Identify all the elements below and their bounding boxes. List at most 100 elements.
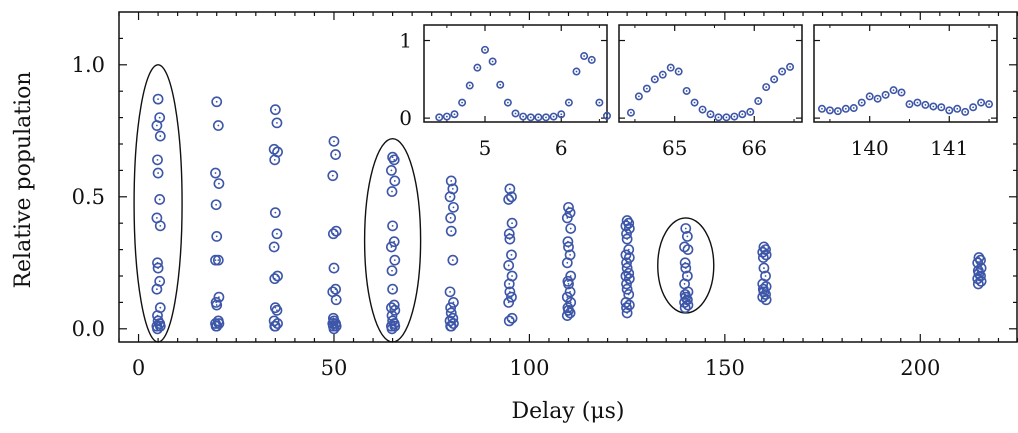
inset-data-point [642,84,651,93]
data-point [680,223,692,234]
data-point [760,294,772,306]
data-point [271,117,283,129]
inset-data-point [634,92,643,101]
inset-data-point [714,113,723,122]
data-point [269,154,281,166]
data-point [211,320,223,332]
inset-3: 140 141 [813,24,998,160]
inset-data-point [549,112,558,121]
data-point [758,262,770,274]
inset-data-point [865,92,874,101]
data-point [444,286,456,298]
data-point [503,315,515,327]
data-point [389,175,401,187]
data-point [154,194,166,205]
inset-x-tick-label: 6 [555,136,568,160]
data-point [444,191,456,203]
data-point [565,223,577,234]
x-axis-title: Delay (μs) [512,399,625,424]
data-point [151,283,163,295]
inset-2: 65 66 [618,24,803,160]
data-point [386,241,397,253]
inset-x-tick-label: 140 [851,136,889,160]
inset-data-point [442,112,451,121]
inset-data-point [488,57,497,66]
inset-x-tick-label: 66 [742,136,767,160]
inset-data-point [674,67,683,76]
data-point [387,220,399,232]
data-point [269,320,281,332]
inset-data-point [953,104,962,113]
data-point [679,302,691,314]
inset-data-point [770,75,779,84]
data-point [386,164,397,176]
inset-data-point [905,100,914,109]
data-point [271,228,283,240]
inset-x-tick-label: 5 [479,136,492,160]
data-point [504,233,516,245]
inset-data-point [706,110,715,119]
inset-data-point [889,86,898,95]
data-point [213,178,225,189]
data-point [503,278,515,290]
inset-data-point [849,104,858,113]
x-tick-label: 100 [509,356,549,380]
data-point [757,252,769,263]
data-point [445,212,457,224]
inset-data-point [519,112,528,121]
data-point [388,154,400,166]
data-point [681,230,693,242]
inset-data-point [873,94,882,103]
inset-data-point [825,106,834,115]
x-tick-label: 150 [705,356,745,380]
data-point [503,260,515,271]
inset-data-point [754,97,763,106]
inset-data-point [572,67,581,76]
inset-x-tick-label: 65 [662,136,687,160]
inset-data-point [929,102,938,111]
inset-y-tick-label: 1 [399,29,412,53]
axis-titles: Delay (μs) Relative population [11,71,625,424]
data-point [268,241,280,253]
inset-data-point [881,90,890,99]
data-point [269,104,281,116]
inset-data-point [496,80,505,89]
y-axis-title: Relative population [11,71,36,288]
highlight-ellipse [363,138,422,343]
inset-data-point [833,107,842,116]
inset-data-point [690,98,699,107]
data-point [154,130,166,142]
inset-data-point [595,98,604,107]
inset-data-point [435,113,444,122]
data-point [503,194,515,205]
data-point [621,307,633,319]
inset-data-point [534,113,543,122]
inset-data-point [913,98,922,107]
data-point [269,302,281,314]
inset-data-point [746,107,755,116]
inset-data-point [841,104,850,113]
inset-x-tick-label: 141 [930,136,968,160]
data-point [330,294,342,306]
data-point [387,151,399,163]
data-point [503,296,515,308]
data-point [621,233,633,245]
data-point [152,154,163,166]
inset-data-point [730,112,739,121]
y-tick-label: 0.5 [72,185,105,209]
data-point [330,149,341,160]
inset-data-point [458,98,467,107]
inset-data-point [977,98,986,107]
inset-data-point [817,104,826,113]
data-point [328,135,340,147]
inset-data-point [480,45,489,54]
data-point [504,183,516,195]
data-point [506,217,518,229]
data-point [211,299,223,311]
inset-data-point [564,98,573,107]
data-point [972,278,984,290]
inset-data-point [503,98,512,107]
